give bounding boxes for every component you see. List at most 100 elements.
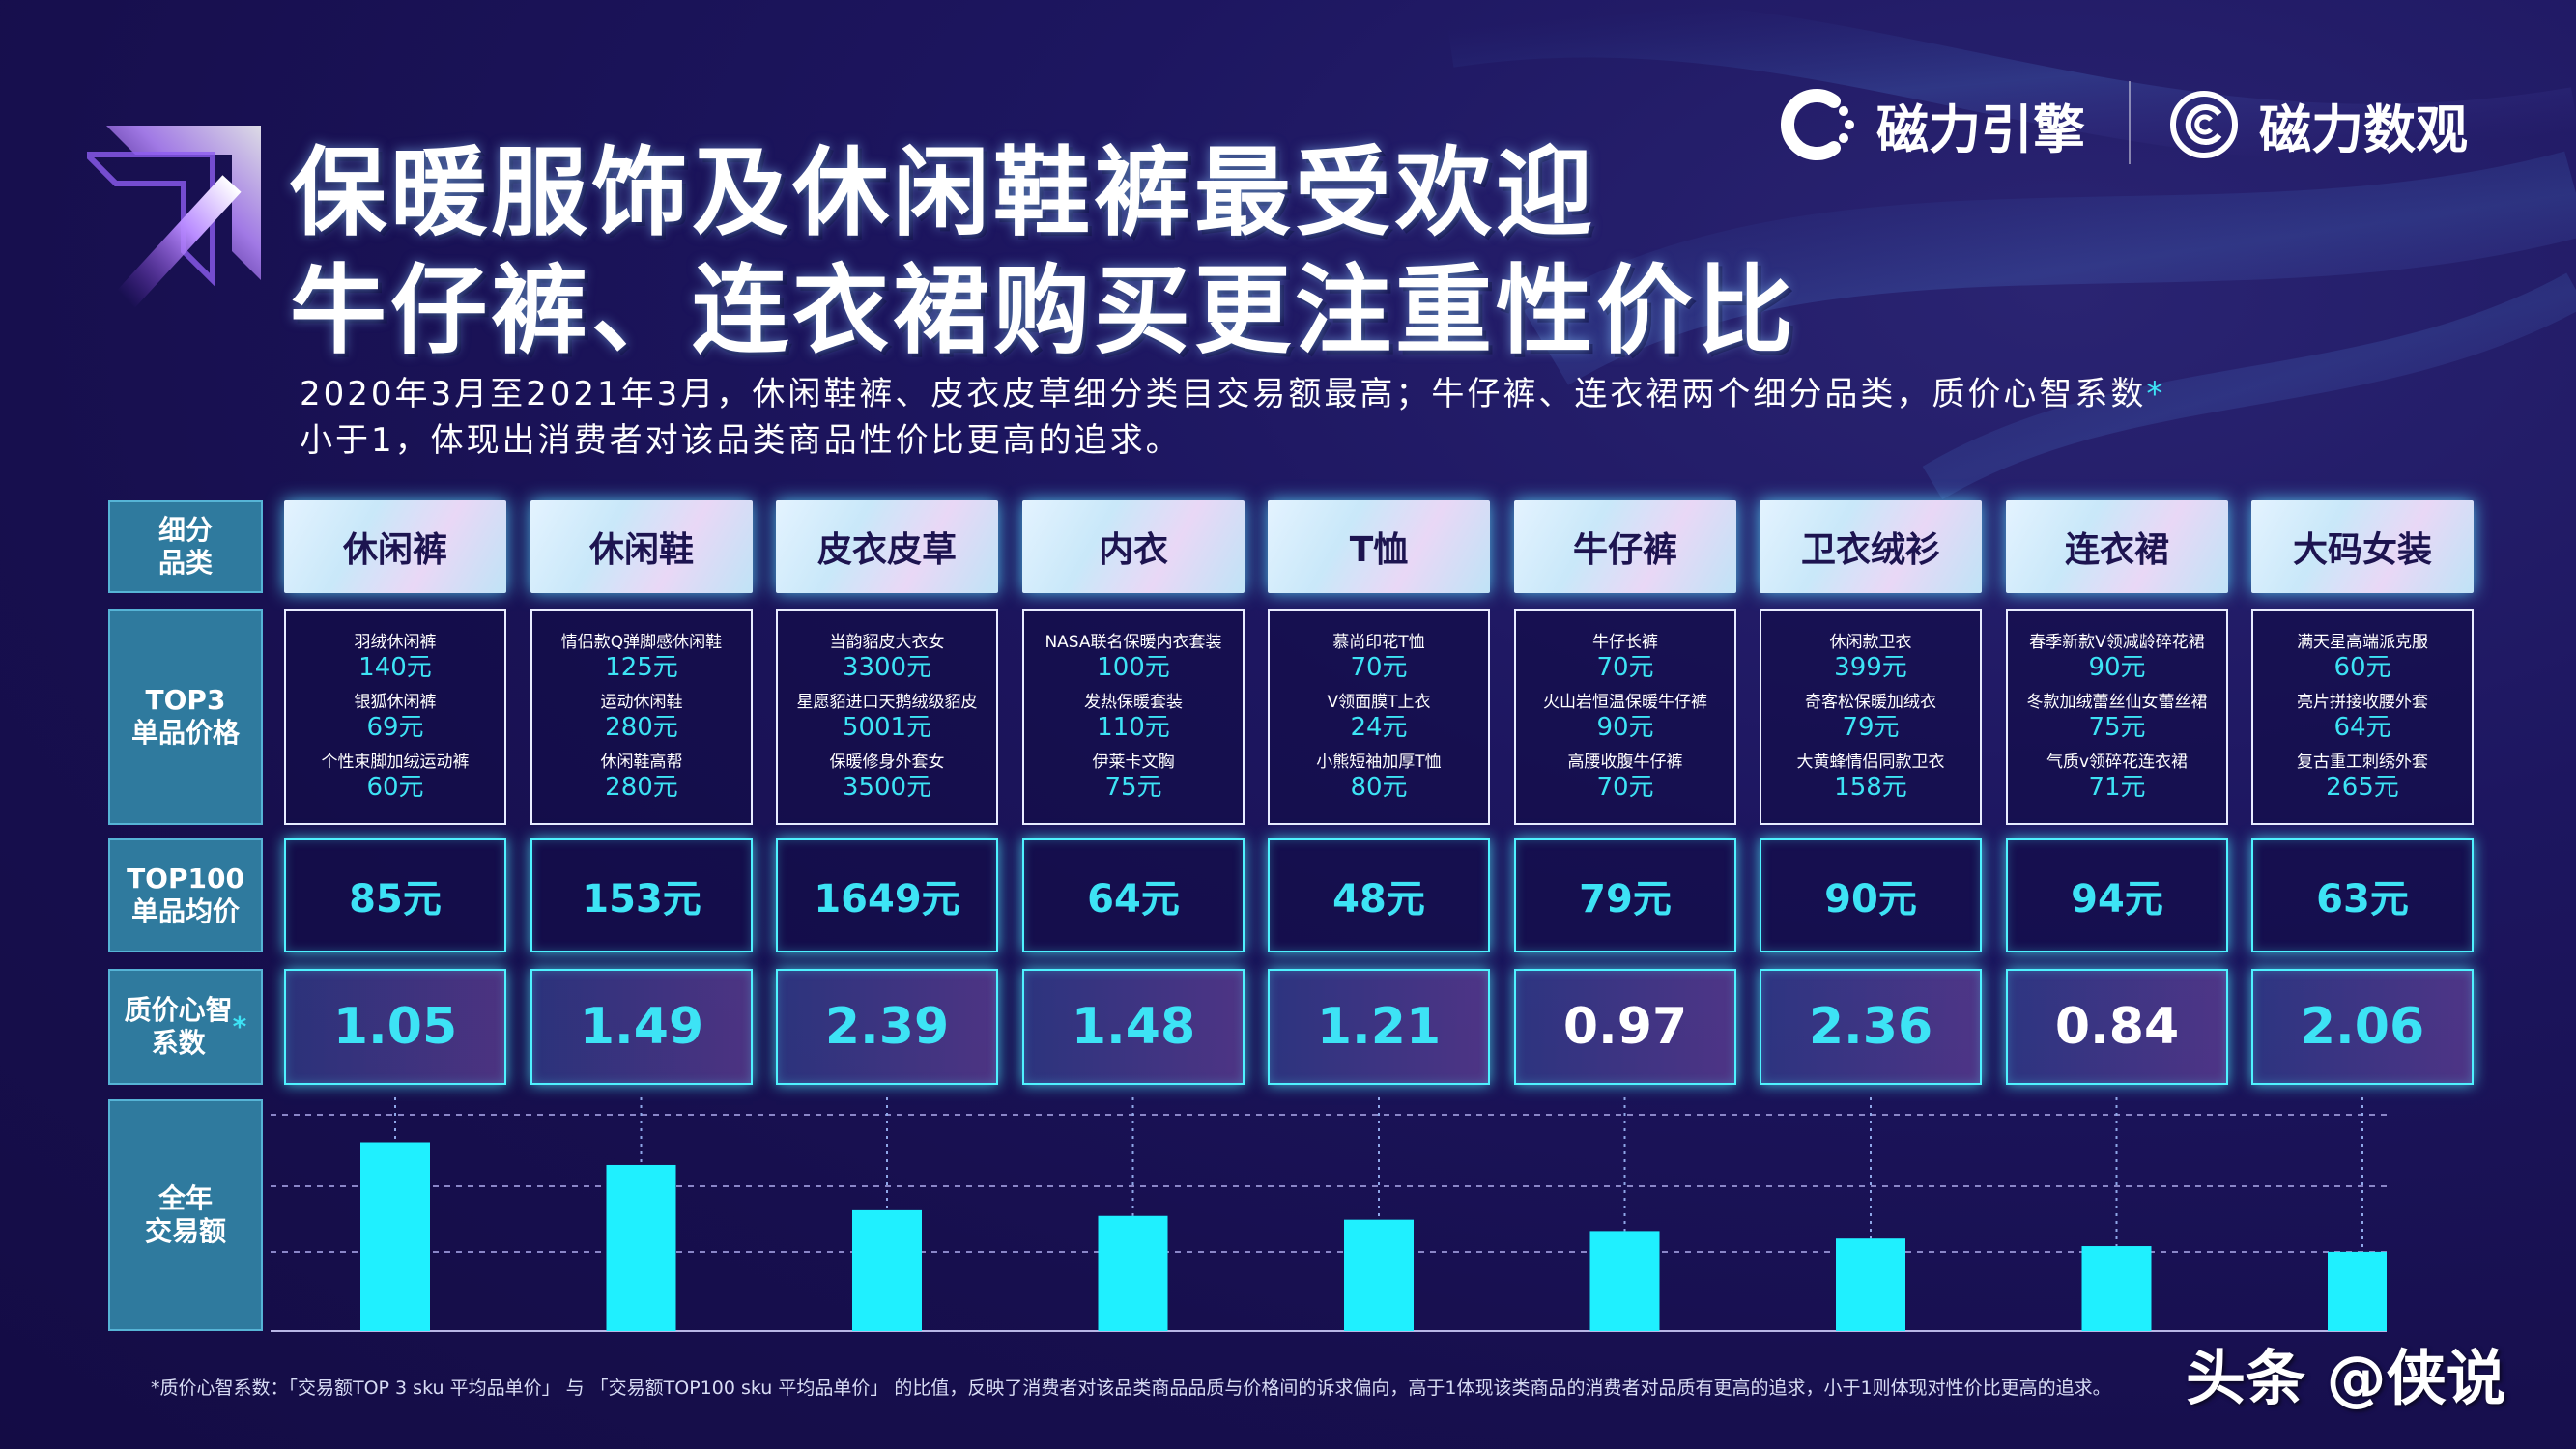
- top3-item-price: 24元: [1350, 713, 1408, 742]
- top3-item-price: 100元: [1097, 653, 1170, 682]
- top3-item-price: 60元: [366, 773, 424, 802]
- top3-item-price: 71元: [2088, 773, 2146, 802]
- top3-cell: 休闲款卫衣 399元 奇客松保暖加绒衣 79元 大黄蜂情侣同款卫衣 158元: [1760, 609, 1982, 825]
- top3-cell: 春季新款V领减龄碎花裙 90元 冬款加绒蕾丝仙女蕾丝裙 75元 气质v领碎花连衣裙 71元: [2006, 609, 2228, 825]
- top3-item: 休闲款卫衣 399元: [1761, 632, 1980, 692]
- top3-item: 运动休闲鞋 280元: [532, 692, 751, 752]
- chart-bar: [2081, 1246, 2152, 1331]
- top3-item-price: 280元: [605, 773, 678, 802]
- chart-bar: [606, 1164, 676, 1331]
- top3-item-name: 情侣款Q弹脚感休闲鞋: [560, 633, 723, 652]
- top3-item-name: 复古重工刺绣外套: [2297, 753, 2428, 772]
- chart-bar: [1344, 1219, 1414, 1331]
- top3-cell: 牛仔长裤 70元 火山岩恒温保暖牛仔裤 90元 高腰收腹牛仔裤 70元: [1514, 609, 1736, 825]
- top3-item-name: NASA联名保暖内衣套装: [1045, 633, 1222, 652]
- top3-item-price: 265元: [2326, 773, 2399, 802]
- top3-item: 休闲鞋高帮 280元: [532, 752, 751, 811]
- row-label-top3: TOP3 单品价格: [108, 609, 263, 825]
- top3-item-name: 运动休闲鞋: [600, 693, 683, 712]
- top3-item-price: 75元: [1104, 773, 1162, 802]
- chart-bar: [360, 1142, 430, 1331]
- description-line2: 小于1，体现出消费者对该品类商品性价比更高的追求。: [300, 421, 1182, 460]
- top3-item-name: 休闲款卫衣: [1829, 633, 1912, 652]
- top3-item: 大黄蜂情侣同款卫衣 158元: [1761, 752, 1980, 811]
- chart-bar: [2328, 1251, 2387, 1331]
- quality-price-ratio: 0.84: [2006, 969, 2228, 1085]
- top3-item: 火山岩恒温保暖牛仔裤 90元: [1516, 692, 1734, 752]
- row-label-category: 细分 品类: [108, 500, 263, 593]
- top3-item-price: 70元: [1596, 773, 1654, 802]
- brand-right-text: 磁力数观: [2259, 99, 2468, 160]
- description-line1: 2020年3月至2021年3月，休闲鞋裤、皮衣皮草细分类目交易额最高；牛仔裤、连…: [300, 367, 2165, 414]
- top3-item-price: 69元: [366, 713, 424, 742]
- brand-left: 磁力引擎: [1774, 81, 2085, 168]
- category-header: T恤: [1268, 500, 1490, 593]
- top3-item-name: 大黄蜂情侣同款卫衣: [1796, 753, 1945, 772]
- top3-item-name: 慕尚印花T恤: [1332, 633, 1425, 652]
- top3-item-price: 70元: [1350, 653, 1408, 682]
- top3-item-name: 保暖修身外套女: [829, 753, 945, 772]
- description-line1-text: 2020年3月至2021年3月，休闲鞋裤、皮衣皮草细分类目交易额最高；牛仔裤、连…: [300, 375, 2147, 413]
- top100-avg-price: 85元: [284, 838, 506, 952]
- top3-item: 小熊短袖加厚T恤 80元: [1270, 752, 1488, 811]
- top3-cell: 满天星高端派克服 60元 亮片拼接收腰外套 64元 复古重工刺绣外套 265元: [2251, 609, 2474, 825]
- top3-item-price: 110元: [1097, 713, 1170, 742]
- category-header: 连衣裙: [2006, 500, 2228, 593]
- top3-item: 银狐休闲裤 69元: [286, 692, 504, 752]
- top3-item-price: 80元: [1350, 773, 1408, 802]
- top3-item-name: 发热保暖套装: [1084, 693, 1183, 712]
- top3-item: 星愿貂进口天鹅绒级貂皮 5001元: [778, 692, 996, 752]
- top100-avg-price: 153元: [530, 838, 753, 952]
- category-header: 卫衣绒衫: [1760, 500, 1982, 593]
- row-label-ratio: 质价心智 系数 *: [108, 969, 263, 1085]
- top3-item-name: 满天星高端派克服: [2297, 633, 2428, 652]
- page-title-line1: 保暖服饰及休闲鞋裤最受欢迎: [290, 136, 1596, 249]
- top3-item: 羽绒休闲裤 140元: [286, 632, 504, 692]
- quality-price-ratio: 1.48: [1022, 969, 1245, 1085]
- top3-item: 个性束脚加绒运动裤 60元: [286, 752, 504, 811]
- top3-cell: 羽绒休闲裤 140元 银狐休闲裤 69元 个性束脚加绒运动裤 60元: [284, 609, 506, 825]
- top3-cell: NASA联名保暖内衣套装 100元发热保暖套装 110元伊莱卡文胸 75元: [1022, 609, 1245, 825]
- row-label-ratio-star: *: [232, 1010, 247, 1042]
- top3-item-price: 140元: [358, 653, 432, 682]
- category-header: 大码女装: [2251, 500, 2474, 593]
- spiral-logo-icon: [2170, 91, 2238, 158]
- chart-bar: [1098, 1215, 1168, 1331]
- top3-item-price: 64元: [2333, 713, 2391, 742]
- top3-item-price: 90元: [1596, 713, 1654, 742]
- quality-price-ratio: 1.49: [530, 969, 753, 1085]
- top3-item-price: 125元: [605, 653, 678, 682]
- top3-item-name: 伊莱卡文胸: [1092, 753, 1175, 772]
- top3-item: 春季新款V领减龄碎花裙 90元: [2008, 632, 2226, 692]
- top3-item: 奇客松保暖加绒衣 79元: [1761, 692, 1980, 752]
- top3-item: 冬款加绒蕾丝仙女蕾丝裙 75元: [2008, 692, 2226, 752]
- top3-item-price: 5001元: [842, 713, 932, 742]
- category-header: 休闲裤: [284, 500, 506, 593]
- top3-cell: 情侣款Q弹脚感休闲鞋 125元 运动休闲鞋 280元 休闲鞋高帮 280元: [530, 609, 753, 825]
- row-label-ratio-text: 质价心智 系数: [124, 994, 233, 1059]
- top3-item-name: 小熊短袖加厚T恤: [1316, 753, 1442, 772]
- top3-item-name: 气质v领碎花连衣裙: [2046, 753, 2189, 772]
- top3-item-price: 60元: [2333, 653, 2391, 682]
- brand-left-text: 磁力引擎: [1876, 99, 2085, 160]
- top3-item-name: 当韵貂皮大衣女: [829, 633, 945, 652]
- watermark: 头条 @侠说: [2186, 1343, 2506, 1413]
- top100-avg-price: 90元: [1760, 838, 1982, 952]
- quality-price-ratio: 2.06: [2251, 969, 2474, 1085]
- top3-item: 保暖修身外套女 3500元: [778, 752, 996, 811]
- top3-item-name: 银狐休闲裤: [354, 693, 437, 712]
- top3-item-price: 70元: [1596, 653, 1654, 682]
- category-header: 内衣: [1022, 500, 1245, 593]
- top3-item-name: 高腰收腹牛仔裤: [1567, 753, 1683, 772]
- top3-cell: 慕尚印花T恤 70元 V领面膜T上衣 24元小熊短袖加厚T恤 80元: [1268, 609, 1490, 825]
- top100-avg-price: 64元: [1022, 838, 1245, 952]
- top3-item-name: 奇客松保暖加绒衣: [1805, 693, 1936, 712]
- top3-item-name: V领面膜T上衣: [1327, 693, 1431, 712]
- chart-bar: [1589, 1231, 1660, 1331]
- page-title-line2: 牛仔裤、连衣裙购买更注重性价比: [290, 254, 1797, 367]
- c-logo-icon: [1781, 89, 1854, 160]
- top3-cell: 当韵貂皮大衣女 3300元 星愿貂进口天鹅绒级貂皮 5001元 保暖修身外套女 3500元: [776, 609, 998, 825]
- brand-right: 磁力数观: [2166, 81, 2468, 168]
- top3-item-name: 星愿貂进口天鹅绒级貂皮: [796, 693, 978, 712]
- category-header: 皮衣皮草: [776, 500, 998, 593]
